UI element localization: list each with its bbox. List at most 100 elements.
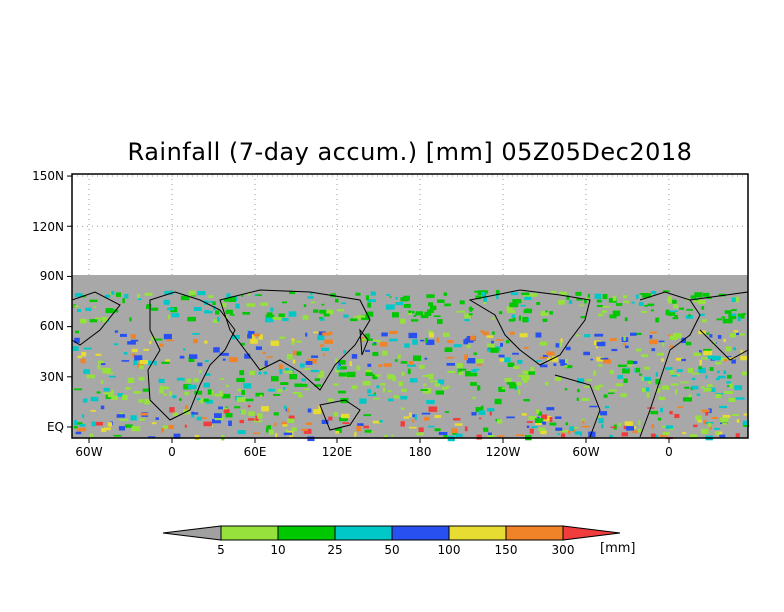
rain-patch: [670, 383, 679, 386]
rain-patch: [213, 305, 216, 311]
rain-patch: [414, 414, 417, 420]
rain-patch: [584, 299, 587, 304]
rain-patch: [132, 353, 136, 358]
rain-patch: [475, 407, 483, 413]
rain-patch: [224, 298, 231, 302]
rain-patch: [555, 427, 563, 431]
rain-patch: [73, 425, 78, 429]
rain-patch: [363, 425, 369, 429]
rain-patch: [90, 396, 99, 402]
rain-patch: [282, 318, 289, 322]
rain-patch: [292, 359, 296, 364]
rain-patch: [278, 364, 283, 369]
rain-patch: [709, 426, 712, 430]
y-tick-label: 90N: [39, 269, 64, 283]
rain-patch: [288, 311, 297, 317]
rain-patch: [279, 336, 286, 339]
rain-patch: [428, 406, 438, 412]
rain-patch: [372, 420, 382, 424]
rain-patch: [335, 427, 342, 433]
rain-patch: [342, 422, 350, 424]
rain-patch: [536, 302, 541, 305]
rain-patch: [256, 294, 262, 296]
rain-patch: [239, 419, 244, 424]
rain-patch: [623, 378, 628, 383]
rain-patch: [554, 416, 562, 419]
rain-patch: [86, 374, 95, 379]
rain-patch: [607, 392, 615, 395]
rain-patch: [138, 376, 145, 381]
rain-patch: [403, 416, 410, 419]
rain-patch: [643, 387, 650, 392]
rain-patch: [400, 395, 408, 400]
rain-patch: [470, 382, 477, 386]
rain-patch: [306, 422, 312, 425]
rain-patch: [466, 344, 471, 348]
rain-patch: [468, 313, 473, 316]
rain-patch: [667, 312, 676, 316]
rain-patch: [698, 366, 702, 370]
rain-patch: [205, 310, 213, 314]
rain-patch: [718, 293, 726, 297]
rain-patch: [598, 418, 604, 424]
rain-patch: [204, 340, 208, 344]
rain-patch: [243, 383, 252, 389]
rain-patch: [701, 357, 709, 360]
rain-patch: [566, 295, 570, 300]
rain-patch: [212, 419, 221, 424]
rain-patch: [425, 338, 428, 344]
rain-patch: [296, 351, 302, 356]
rain-patch: [217, 316, 220, 322]
rain-patch: [375, 374, 381, 377]
rain-patch: [470, 372, 478, 377]
rain-patch: [395, 296, 398, 300]
x-tick-label: 60W: [75, 445, 103, 459]
rain-patch: [690, 295, 697, 299]
rain-patch: [650, 433, 656, 438]
rain-patch: [82, 398, 88, 403]
rain-patch: [655, 317, 660, 323]
rain-patch: [623, 336, 626, 341]
rain-patch: [518, 389, 521, 395]
rain-patch: [471, 369, 477, 373]
rain-patch: [380, 342, 388, 347]
rain-patch: [300, 363, 305, 368]
rain-patch: [187, 316, 196, 322]
rain-patch: [225, 315, 229, 321]
rain-patch: [444, 347, 453, 352]
rain-patch: [408, 426, 417, 429]
rain-patch: [452, 431, 458, 435]
rain-patch: [543, 416, 552, 422]
rain-patch: [107, 392, 113, 398]
rain-patch: [546, 407, 555, 411]
rain-patch: [624, 421, 633, 426]
rain-patch: [498, 354, 505, 358]
rain-patch: [139, 418, 145, 421]
rain-patch: [486, 335, 494, 338]
rain-patch: [687, 368, 694, 373]
rain-patch: [343, 350, 346, 354]
rain-patch: [471, 412, 477, 416]
rain-patch: [669, 345, 674, 348]
rain-patch: [588, 431, 596, 437]
rain-patch: [335, 431, 340, 434]
rain-patch: [715, 393, 721, 399]
y-tick-label: 150N: [32, 169, 64, 183]
rain-patch: [164, 290, 173, 295]
rain-patch: [444, 303, 451, 307]
rain-patch: [241, 294, 244, 297]
plot-frame: [71, 173, 749, 439]
rain-patch: [351, 385, 358, 390]
rain-patch: [167, 314, 170, 320]
rain-patch: [269, 429, 274, 435]
rain-patch: [672, 299, 677, 304]
rain-patch: [625, 345, 629, 349]
rain-patch: [516, 434, 525, 437]
rain-patch: [214, 416, 224, 421]
rain-patch: [596, 305, 603, 307]
rain-patch: [477, 385, 481, 391]
rain-patch: [122, 395, 128, 401]
axis-ticks: [67, 175, 670, 443]
rain-patch: [560, 430, 569, 433]
rain-patch: [165, 359, 171, 363]
